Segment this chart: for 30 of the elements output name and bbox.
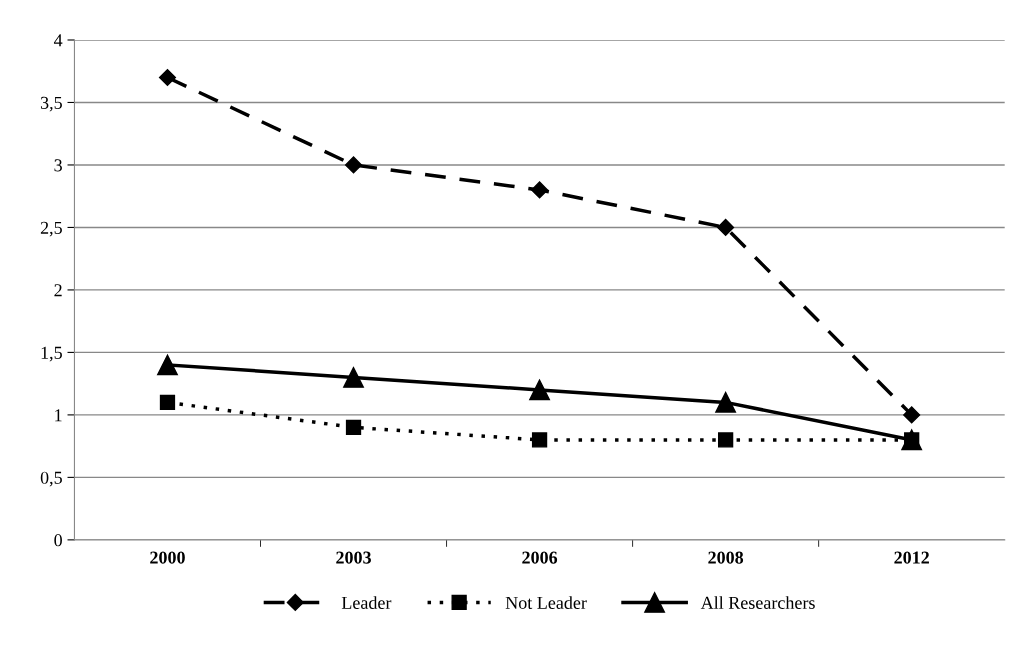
- y-tick-label: 0: [54, 534, 62, 547]
- y-tick-label: 1,5: [41, 346, 62, 362]
- y-tick-label: 2: [54, 284, 62, 297]
- point: [529, 379, 550, 401]
- legend-label: All Researchers: [700, 596, 815, 609]
- x-tick-label: 2008: [708, 551, 744, 564]
- point: [531, 432, 548, 448]
- point: [157, 354, 178, 376]
- point: [717, 432, 734, 448]
- y-tick-label: 3,5: [40, 96, 62, 112]
- y-tick-label: 4: [53, 34, 63, 47]
- x-tick-label: 2003: [336, 551, 371, 564]
- x-tick-label: 2012: [894, 551, 929, 564]
- point: [159, 394, 176, 411]
- point: [715, 391, 737, 413]
- legend-label: Not Leader: [505, 596, 587, 609]
- y-tick-label: 2,5: [40, 221, 62, 237]
- point: [343, 366, 364, 388]
- legend-label: Leader: [341, 596, 392, 609]
- point: [344, 156, 363, 174]
- y-tick-label: 3: [54, 159, 62, 172]
- point: [345, 419, 362, 436]
- x-tick-label: 2000: [150, 551, 185, 564]
- x-tick-label: 2006: [522, 551, 558, 564]
- point: [531, 181, 549, 199]
- y-tick-label: 1: [55, 409, 62, 422]
- point: [717, 218, 735, 236]
- point: [903, 406, 921, 424]
- y-tick-label: 0,5: [40, 471, 62, 487]
- point: [158, 68, 177, 87]
